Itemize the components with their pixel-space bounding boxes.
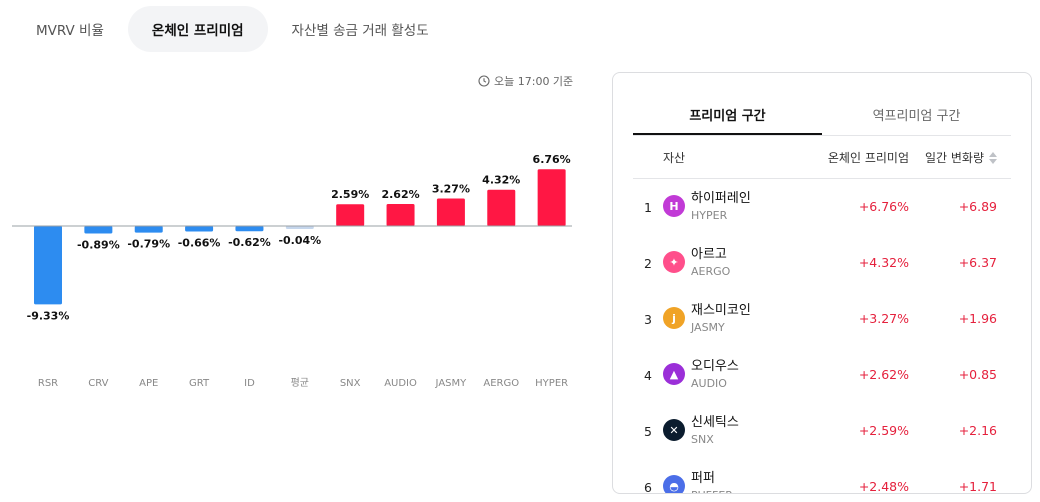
rank-number: 3 <box>644 312 652 327</box>
asset-name: 하이퍼레인 <box>691 191 751 206</box>
as-of-text: 오늘 17:00 기준 <box>494 75 574 88</box>
value-label-평균: -0.04% <box>278 234 321 247</box>
asset-name: 재스미코인 <box>691 303 751 318</box>
daily-change-value: +0.85 <box>958 367 997 382</box>
category-label-JASMY: JASMY <box>435 378 468 389</box>
asset-name: 아르고 <box>691 247 727 262</box>
value-label-RSR: -9.33% <box>27 309 70 322</box>
category-label-AUDIO: AUDIO <box>384 378 417 389</box>
tab-transfer-activity[interactable]: 자산별 송금 거래 활성도 <box>291 23 429 39</box>
premium-value: +2.59% <box>858 423 909 438</box>
premium-bar-chart: -9.33% RSR -0.89% CRV -0.79% APE -0.66% GRT -0.6… <box>12 153 572 389</box>
bar-ID[interactable] <box>235 226 264 232</box>
premium-value: +2.62% <box>858 367 909 382</box>
ranking-panel: 프리미엄 구간 역프리미엄 구간 자산 온체인 프리미엄 일간 변화량 1 H 하이… <box>612 72 1032 494</box>
rank-number: 5 <box>644 424 652 439</box>
aergo-icon: ✦ <box>663 251 685 273</box>
bar-APE[interactable] <box>134 226 163 233</box>
bar-평균[interactable] <box>285 226 314 229</box>
asset-ticker: HYPER <box>691 209 728 222</box>
category-label-ID: ID <box>244 378 255 389</box>
category-label-APE: APE <box>139 378 158 389</box>
asset-ticker: JASMY <box>691 321 725 334</box>
rank-number: 4 <box>644 368 652 383</box>
column-daily-change-label: 일간 변화량 <box>924 151 984 165</box>
table-row[interactable]: 2 ✦ 아르고 AERGO +4.32% +6.37 <box>633 235 1011 291</box>
table-row[interactable]: 5 ✕ 신세틱스 SNX +2.59% +2.16 <box>633 403 1011 459</box>
daily-change-value: +2.16 <box>958 423 997 438</box>
value-label-AUDIO: 2.62% <box>381 188 419 201</box>
asset-name: 오디우스 <box>691 359 739 374</box>
hyper-icon: H <box>663 195 685 217</box>
tab-onchain-premium[interactable]: 온체인 프리미엄 <box>127 6 268 52</box>
premium-value: +4.32% <box>858 255 909 270</box>
table-row[interactable]: 6 ◓ 퍼퍼 PUFFER +2.48% +1.71 <box>633 459 1011 494</box>
column-premium: 온체인 프리미엄 <box>827 151 909 165</box>
column-asset: 자산 <box>663 151 686 165</box>
asset-ticker: SNX <box>691 433 714 446</box>
jasmy-icon: j <box>663 307 685 329</box>
table-row[interactable]: 4 ▲ 오디우스 AUDIO +2.62% +0.85 <box>633 347 1011 403</box>
sort-icon[interactable] <box>989 151 997 164</box>
asset-ticker: AUDIO <box>691 377 727 390</box>
bar-HYPER[interactable] <box>537 169 566 226</box>
bar-AUDIO[interactable] <box>386 203 415 226</box>
bar-SNX[interactable] <box>336 204 365 226</box>
table-header: 자산 온체인 프리미엄 일간 변화량 <box>633 137 1011 179</box>
category-label-SNX: SNX <box>340 378 361 389</box>
daily-change-value: +6.37 <box>958 255 997 270</box>
bar-JASMY[interactable] <box>436 198 465 226</box>
value-label-SNX: 2.59% <box>331 188 369 201</box>
category-label-HYPER: HYPER <box>535 378 568 389</box>
rank-number: 1 <box>644 200 652 215</box>
rank-number: 6 <box>644 480 652 494</box>
value-label-AERGO: 4.32% <box>482 174 520 187</box>
snx-icon: ✕ <box>663 419 685 441</box>
premium-value: +2.48% <box>858 479 909 494</box>
bar-CRV[interactable] <box>84 226 113 234</box>
tab-discount-range[interactable]: 역프리미엄 구간 <box>872 109 961 124</box>
value-label-JASMY: 3.27% <box>432 183 470 196</box>
category-label-RSR: RSR <box>38 378 58 389</box>
asset-name: 신세틱스 <box>691 415 739 430</box>
table-row[interactable]: 3 j 재스미코인 JASMY +3.27% +1.96 <box>633 291 1011 347</box>
asset-ticker: PUFFER <box>691 489 733 493</box>
bar-AERGO[interactable] <box>487 189 516 226</box>
puffer-icon: ◓ <box>663 475 685 493</box>
value-label-HYPER: 6.76% <box>533 153 571 166</box>
bar-RSR[interactable] <box>34 226 62 305</box>
audio-icon: ▲ <box>663 363 685 385</box>
tab-premium-range[interactable]: 프리미엄 구간 <box>633 103 822 135</box>
ranking-subtabs: 프리미엄 구간 역프리미엄 구간 <box>633 103 1011 136</box>
value-label-APE: -0.79% <box>127 238 170 251</box>
category-label-AERGO: AERGO <box>483 378 519 389</box>
bar-GRT[interactable] <box>185 226 214 232</box>
asset-name: 퍼퍼 <box>691 471 715 486</box>
table-row[interactable]: 1 H 하이퍼레인 HYPER +6.76% +6.89 <box>633 179 1011 235</box>
as-of-timestamp: 오늘 17:00 기준 <box>478 72 573 90</box>
value-label-ID: -0.62% <box>228 236 271 249</box>
value-label-CRV: -0.89% <box>77 238 120 251</box>
tab-mvrv[interactable]: MVRV 비율 <box>36 23 104 39</box>
asset-ticker: AERGO <box>691 265 731 278</box>
ranking-list: 1 H 하이퍼레인 HYPER +6.76% +6.89 2 ✦ 아르고 AERGO +4.32% +… <box>633 179 1011 494</box>
category-label-CRV: CRV <box>88 378 108 389</box>
daily-change-value: +6.89 <box>958 199 997 214</box>
daily-change-value: +1.96 <box>958 311 997 326</box>
metric-tabs: MVRV 비율 온체인 프리미엄 자산별 송금 거래 활성도 <box>12 6 453 52</box>
category-label-GRT: GRT <box>189 378 210 389</box>
category-label-평균: 평균 <box>291 377 309 389</box>
column-daily-change[interactable]: 일간 변화량 <box>925 149 997 166</box>
premium-value: +3.27% <box>858 311 909 326</box>
clock-icon <box>478 75 490 87</box>
daily-change-value: +1.71 <box>958 479 997 494</box>
rank-number: 2 <box>644 256 652 271</box>
value-label-GRT: -0.66% <box>178 237 221 250</box>
premium-value: +6.76% <box>858 199 909 214</box>
